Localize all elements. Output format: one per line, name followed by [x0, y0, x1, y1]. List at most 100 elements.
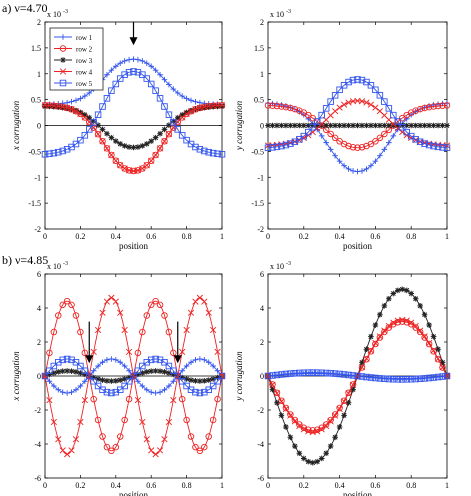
data-point	[350, 122, 356, 129]
arrow-head	[173, 355, 182, 364]
data-point	[430, 142, 437, 150]
data-point	[126, 374, 132, 381]
data-point	[157, 71, 163, 78]
x-tick-label: 0.4	[111, 232, 121, 241]
legend-label: row 4	[76, 69, 93, 77]
series-row-3	[265, 122, 450, 129]
data-point	[368, 333, 374, 340]
data-point	[399, 122, 406, 129]
data-point	[269, 386, 276, 393]
data-point	[305, 369, 312, 376]
y-tick-label: -4	[34, 440, 41, 449]
data-point	[46, 367, 53, 374]
data-point	[152, 87, 159, 94]
data-point	[64, 368, 70, 374]
data-point	[192, 443, 199, 451]
data-point	[443, 102, 451, 109]
data-point	[218, 372, 226, 380]
data-point	[403, 376, 410, 383]
data-point	[412, 295, 419, 302]
x-tick-label: 0.2	[75, 232, 85, 241]
x-tick-label: 1	[220, 232, 224, 241]
data-point	[125, 348, 133, 355]
data-point	[408, 122, 414, 129]
data-point	[439, 102, 446, 109]
data-point	[390, 319, 397, 326]
data-point	[318, 122, 325, 129]
data-point	[179, 374, 185, 381]
data-point	[309, 369, 317, 376]
data-point	[376, 92, 384, 99]
data-point	[99, 309, 106, 316]
data-point	[121, 326, 128, 334]
data-point	[116, 75, 124, 82]
data-point	[46, 150, 53, 158]
data-point	[269, 144, 276, 151]
x-tick-label: 0.4	[335, 232, 345, 241]
data-point	[318, 426, 325, 433]
data-point	[108, 389, 115, 397]
data-point	[82, 93, 88, 99]
data-point	[443, 372, 451, 380]
data-point	[381, 122, 388, 129]
data-point	[385, 105, 393, 112]
data-point	[51, 383, 57, 389]
data-point	[178, 378, 186, 385]
data-point	[161, 436, 168, 443]
data-point	[55, 436, 62, 443]
data-point	[323, 139, 329, 146]
data-point	[59, 368, 66, 374]
x-tick-label: 0.6	[370, 481, 380, 490]
exponent-label: x 10	[270, 10, 284, 19]
data-point	[439, 359, 446, 366]
data-point	[116, 433, 124, 440]
data-point	[59, 389, 66, 395]
data-point	[117, 162, 124, 169]
data-point	[372, 158, 379, 165]
data-point	[77, 136, 84, 144]
data-point	[121, 382, 128, 390]
x-axis-label: position	[343, 490, 373, 496]
data-point	[340, 371, 348, 378]
data-point	[314, 458, 321, 465]
data-point	[359, 168, 365, 174]
data-point	[322, 421, 330, 428]
series-row-5	[41, 68, 226, 158]
x-tick-label: 0.8	[182, 481, 192, 490]
data-point	[72, 358, 80, 366]
data-point	[143, 436, 150, 443]
data-point	[104, 357, 110, 363]
data-point	[143, 75, 151, 82]
data-point	[291, 416, 299, 424]
data-point	[170, 118, 177, 125]
data-point	[165, 130, 173, 138]
data-point	[417, 122, 423, 129]
series-row-4	[41, 102, 226, 175]
data-point	[269, 381, 276, 388]
data-point	[85, 126, 93, 133]
data-point	[381, 98, 388, 105]
data-point	[296, 421, 303, 428]
legend-marker	[60, 57, 66, 63]
data-point	[174, 372, 181, 380]
data-point	[327, 130, 334, 138]
data-point	[95, 122, 101, 128]
data-point	[372, 340, 379, 348]
data-point	[95, 376, 101, 382]
data-point	[336, 158, 343, 165]
exponent-label: x 10	[47, 262, 61, 271]
data-point	[117, 377, 124, 383]
data-point	[50, 362, 58, 370]
data-point	[214, 150, 221, 158]
data-point	[386, 122, 392, 129]
data-point	[278, 412, 285, 419]
y-tick-label: 6	[260, 270, 264, 279]
data-point	[385, 375, 393, 383]
data-point	[425, 141, 433, 149]
data-point	[345, 166, 352, 172]
y-tick-label: 1.5	[31, 44, 41, 53]
data-point	[278, 371, 285, 378]
data-point	[85, 372, 93, 380]
data-point	[86, 90, 93, 96]
data-point	[196, 447, 204, 455]
